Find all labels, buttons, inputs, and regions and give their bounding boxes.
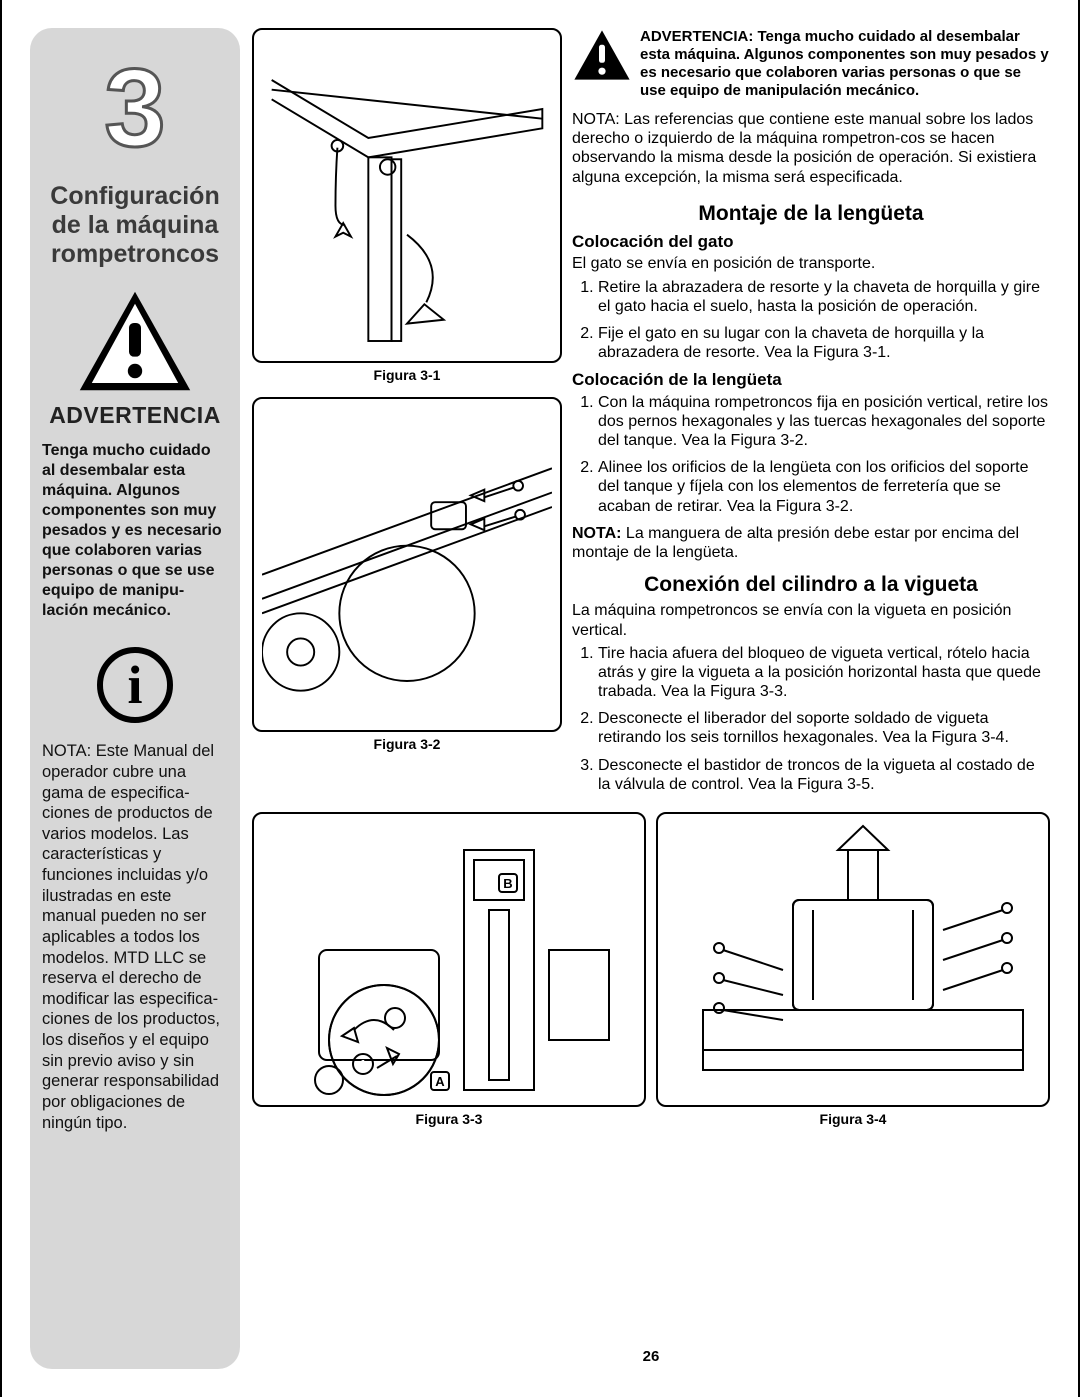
info-icon: i	[97, 647, 173, 723]
lengueta-step-1: Con la máquina rompetroncos fija en posi…	[598, 393, 1050, 451]
nota-top: NOTA: Las referencias que contiene este …	[572, 110, 1050, 187]
figure-3-4-block: Figura 3-4	[656, 812, 1050, 1127]
nota-lengueta-label: NOTA:	[572, 525, 621, 542]
lengueta-step-2: Alinee los orificios de la lengüeta con …	[598, 458, 1050, 516]
conexion-step-3: Desconecte el bastidor de troncos de la …	[598, 756, 1050, 794]
warning-triangle-small-icon	[572, 28, 632, 82]
gato-intro: El gato se envía en posición de transpor…	[572, 254, 1050, 273]
main-content: Figura 3-1	[252, 28, 1050, 1369]
figure-3-4	[656, 812, 1050, 1107]
top-row: Figura 3-1	[252, 28, 1050, 802]
figure-3-3: 1 2 A B	[252, 812, 646, 1107]
figure-3-1	[252, 28, 562, 363]
svg-text:1: 1	[359, 1057, 366, 1072]
conexion-intro: La máquina rompetroncos se envía con la …	[572, 601, 1050, 639]
figure-3-1-caption: Figura 3-1	[252, 367, 562, 383]
lengueta-steps: Con la máquina rompetroncos fija en posi…	[572, 393, 1050, 516]
callout-a: A	[435, 1074, 445, 1089]
conexion-step-1: Tire hacia afuera del bloqueo de vigueta…	[598, 644, 1050, 702]
title-line-3: rompetroncos	[51, 240, 219, 268]
sidebar-panel: 3 Configuración de la máquina rompetronc…	[30, 28, 240, 1369]
section-title: Configuración de la máquina rompetroncos	[42, 182, 228, 268]
figure-3-3-drawing: 1 2 A B	[254, 820, 644, 1100]
page-root: 3 Configuración de la máquina rompetronc…	[30, 28, 1050, 1369]
sidebar-nota-text: NOTA: Este Manual del operador cubre una…	[42, 741, 228, 1133]
page-number: 26	[643, 1348, 660, 1365]
heading-conexion: Conexión del cilindro a la vigueta	[572, 572, 1050, 597]
figure-3-2	[252, 397, 562, 732]
figure-3-3-caption: Figura 3-3	[252, 1111, 646, 1127]
figure-3-4-drawing	[658, 820, 1048, 1100]
heading-montaje: Montaje de la lengüeta	[572, 201, 1050, 226]
warning-triangle-icon	[75, 286, 195, 396]
gato-steps: Retire la abrazadera de resorte y la cha…	[572, 278, 1050, 363]
subheading-gato: Colocación del gato	[572, 232, 1050, 252]
bottom-figure-row: 1 2 A B Figura 3-3	[252, 812, 1050, 1127]
section-number: 3	[42, 54, 228, 164]
conexion-steps: Tire hacia afuera del bloqueo de vigueta…	[572, 644, 1050, 794]
instruction-column: ADVERTENCIA: Tenga mucho cuidado al dese…	[572, 28, 1050, 802]
callout-b: B	[503, 876, 512, 891]
sidebar-warning-text: Tenga mucho cuidado al desembalar esta m…	[42, 441, 228, 621]
title-line-1: Configuración	[50, 182, 219, 210]
gato-step-2: Fije el gato en su lugar con la chaveta …	[598, 324, 1050, 362]
figure-3-2-block: Figura 3-2	[252, 397, 562, 752]
info-icon-wrap: i	[42, 647, 228, 723]
figure-3-2-caption: Figura 3-2	[252, 736, 562, 752]
figure-column: Figura 3-1	[252, 28, 562, 802]
figure-3-1-drawing	[262, 36, 552, 356]
figure-3-4-caption: Figura 3-4	[656, 1111, 1050, 1127]
title-line-2: de la máquina	[52, 211, 219, 239]
svg-text:2: 2	[391, 1011, 398, 1026]
figure-3-1-block: Figura 3-1	[252, 28, 562, 383]
advertencia-label: ADVERTENCIA	[42, 402, 228, 429]
gato-step-1: Retire la abrazadera de resorte y la cha…	[598, 278, 1050, 316]
figure-3-3-block: 1 2 A B Figura 3-3	[252, 812, 646, 1127]
nota-lengueta: NOTA: La manguera de alta presión debe e…	[572, 524, 1050, 562]
inline-warning: ADVERTENCIA: Tenga mucho cuidado al dese…	[572, 28, 1050, 100]
conexion-step-2: Desconecte el liberador del soporte sold…	[598, 709, 1050, 747]
figure-3-2-drawing	[262, 405, 552, 725]
inline-warning-text: ADVERTENCIA: Tenga mucho cuidado al dese…	[640, 28, 1050, 100]
subheading-lengueta: Colocación de la lengüeta	[572, 370, 1050, 390]
nota-lengueta-text: La manguera de alta presión debe estar p…	[572, 525, 1019, 561]
